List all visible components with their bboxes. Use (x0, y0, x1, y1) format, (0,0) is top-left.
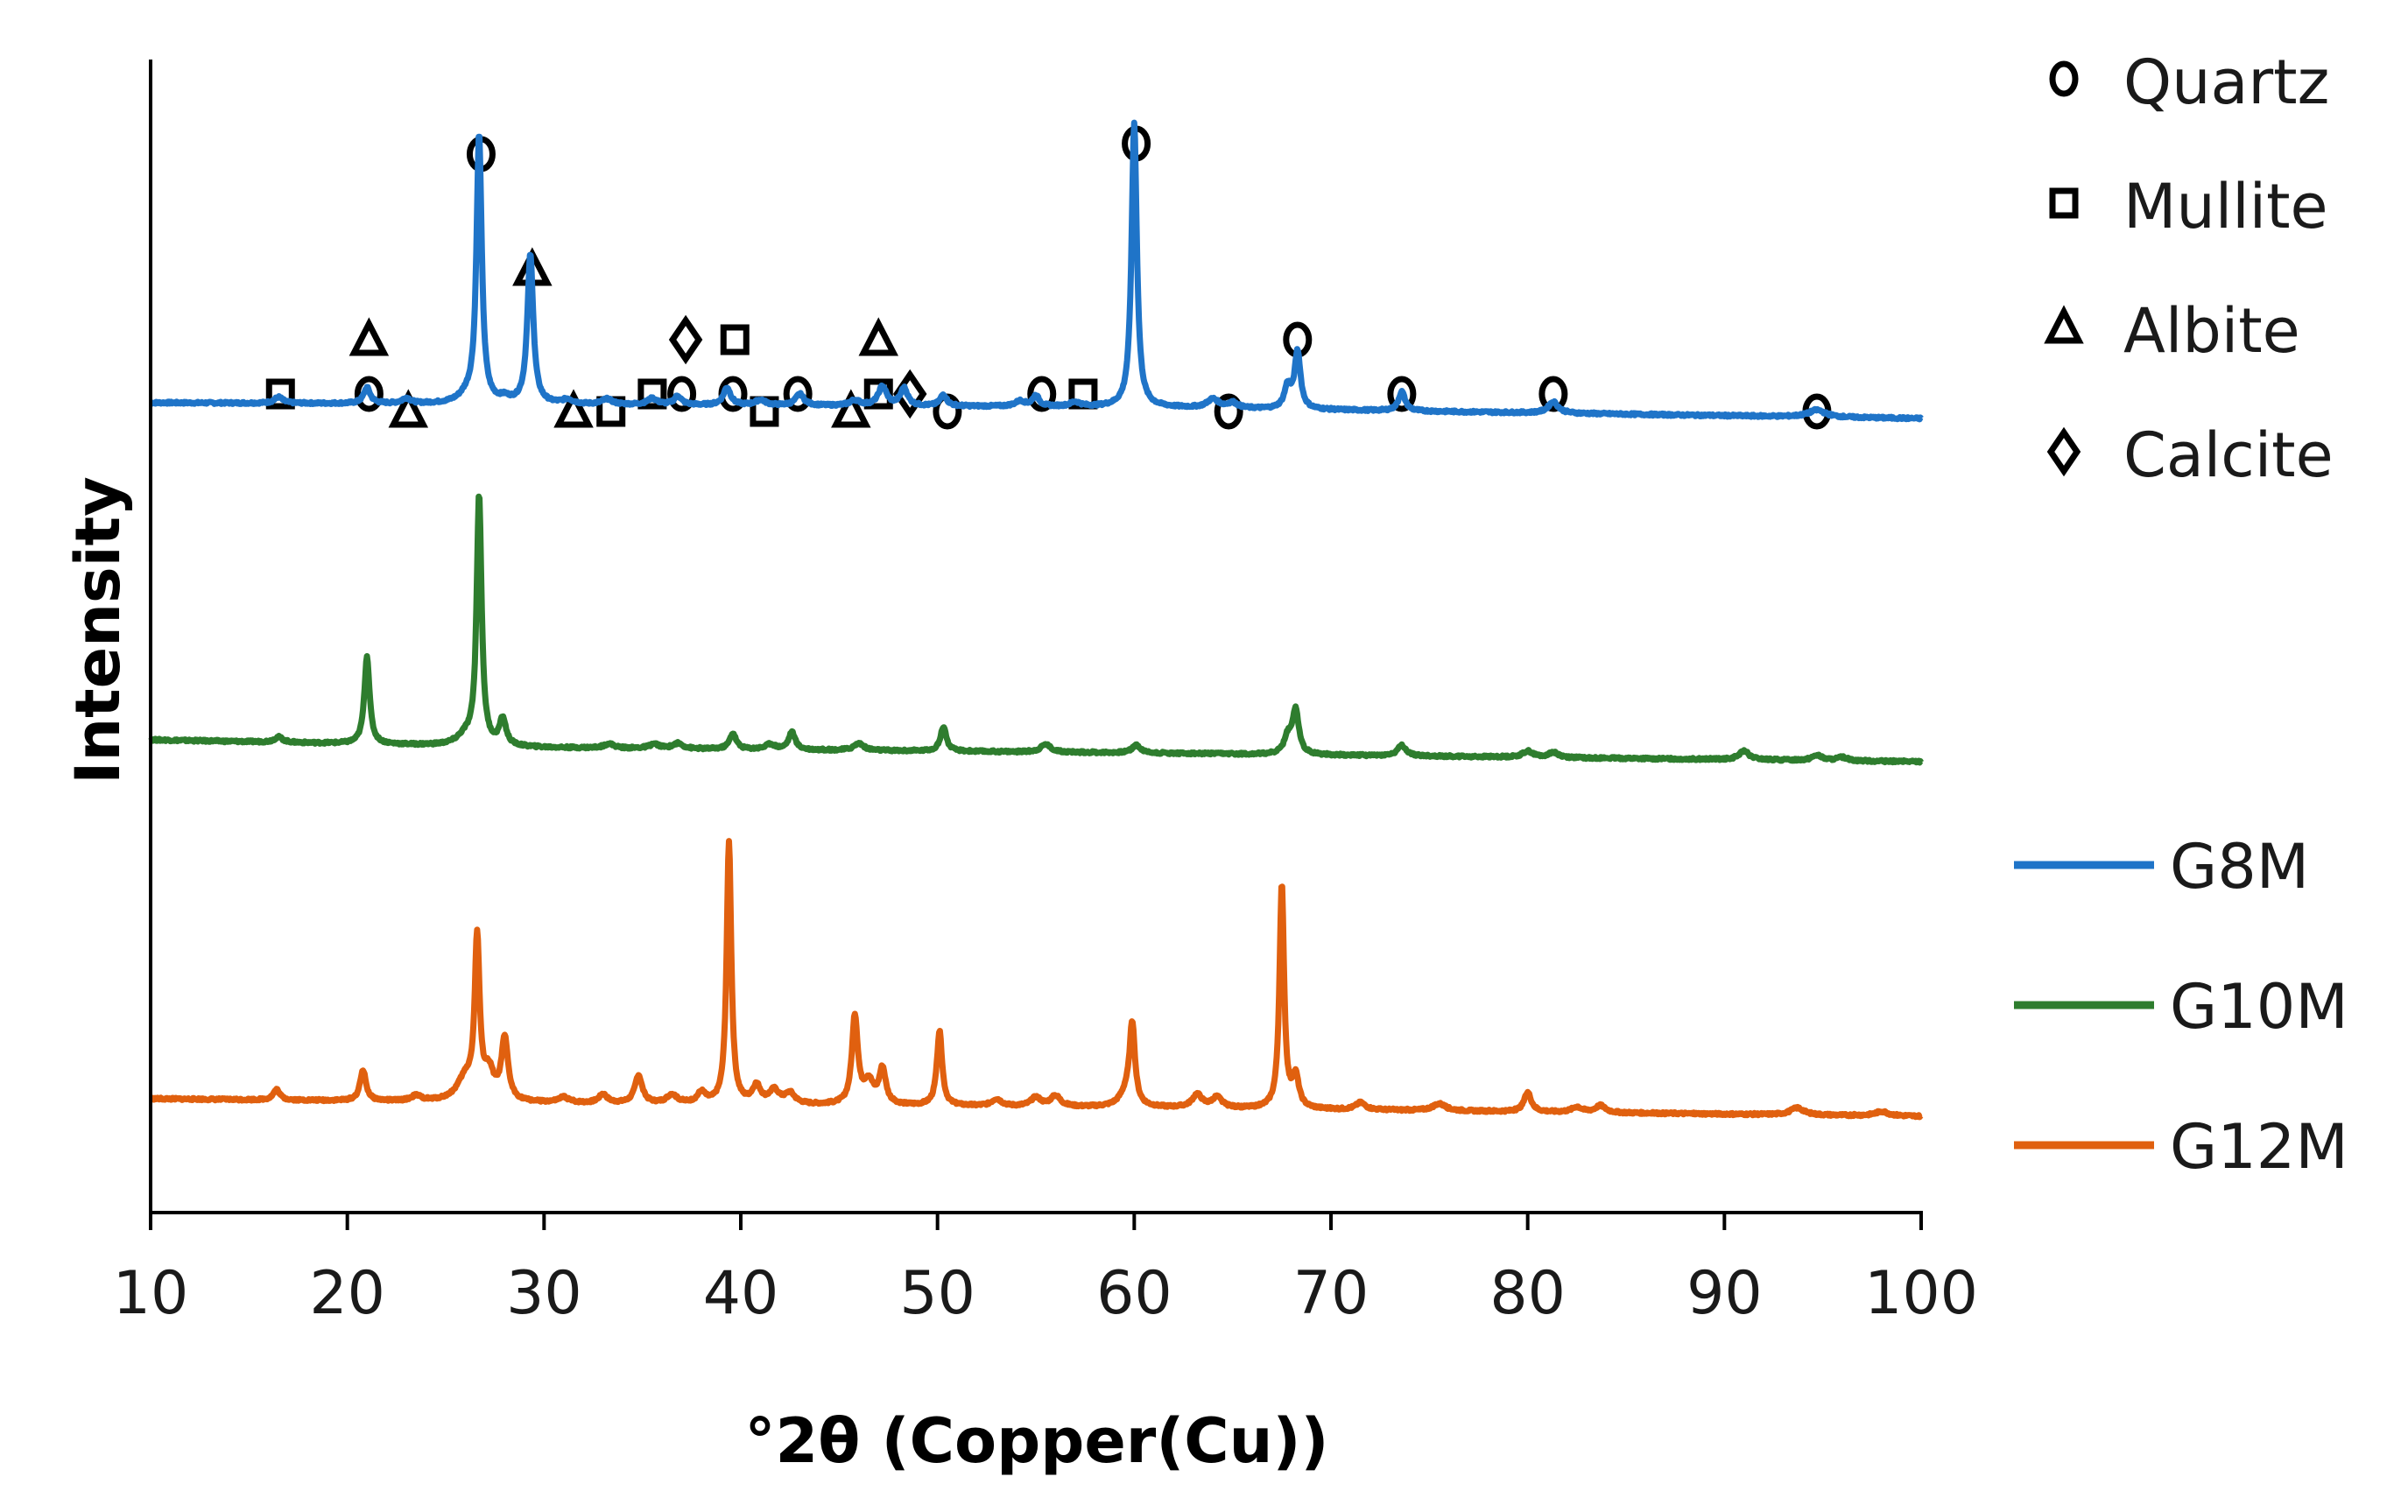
quartz-marker (783, 376, 813, 412)
mullite-marker (265, 378, 295, 410)
series-line-g10m (148, 493, 1925, 766)
phase-legend-label: Quartz (2123, 46, 2329, 118)
albite-marker (858, 317, 899, 356)
phase-legend-label: Mullite (2123, 171, 2328, 243)
albite-marker (388, 389, 429, 428)
mullite-legend-marker (2049, 187, 2079, 219)
legend-label-g12m: G12M (2170, 1111, 2348, 1183)
albite-legend-marker (2044, 305, 2084, 344)
quartz-marker (1214, 393, 1243, 430)
albite-marker (553, 389, 594, 428)
x-ticks: 10 20 30 40 50 60 70 80 90 100 (113, 1213, 1978, 1328)
albite-marker (831, 389, 871, 428)
mullite-marker (637, 378, 667, 410)
x-tick-label: 70 (1293, 1259, 1369, 1328)
x-tick-label: 80 (1489, 1259, 1566, 1328)
calcite-marker (668, 314, 703, 365)
quartz-marker (1538, 376, 1568, 412)
x-tick-label: 20 (309, 1259, 385, 1328)
x-tick-label: 50 (899, 1259, 975, 1328)
series-legend: G8M G10M G12M (2014, 831, 2348, 1183)
x-tick-label: 100 (1864, 1259, 1978, 1328)
quartz-marker (1387, 376, 1417, 412)
quartz-marker (1027, 376, 1057, 412)
y-axis-title: Intensity (62, 476, 134, 784)
mullite-marker (720, 324, 750, 355)
x-tick-label: 40 (703, 1259, 779, 1328)
calcite-legend-marker (2046, 426, 2081, 477)
albite-marker (349, 317, 390, 356)
quartz-marker (354, 376, 384, 412)
diffraction-curves (148, 119, 1925, 1121)
x-tick-label: 10 (113, 1259, 189, 1328)
quartz-marker (667, 376, 697, 412)
phase-legend-label: Calcite (2123, 419, 2334, 491)
series-line-g12m (148, 838, 1924, 1121)
x-tick-label: 30 (506, 1259, 582, 1328)
series-line-g8m (148, 119, 1924, 423)
phase-annotations (265, 125, 1832, 430)
x-axis-title: °2θ (Copper(Cu)) (744, 1405, 1328, 1477)
x-tick-label: 60 (1096, 1259, 1172, 1328)
phase-legend-label: Albite (2123, 295, 2300, 367)
quartz-legend-marker (2049, 60, 2079, 97)
phase-legend: Quartz Mullite Albite Calcite (2044, 46, 2334, 491)
x-tick-label: 90 (1686, 1259, 1763, 1328)
axes: 10 20 30 40 50 60 70 80 90 100 (113, 60, 1978, 1328)
legend-label-g10m: G10M (2170, 971, 2348, 1043)
legend-label-g8m: G8M (2170, 831, 2309, 903)
